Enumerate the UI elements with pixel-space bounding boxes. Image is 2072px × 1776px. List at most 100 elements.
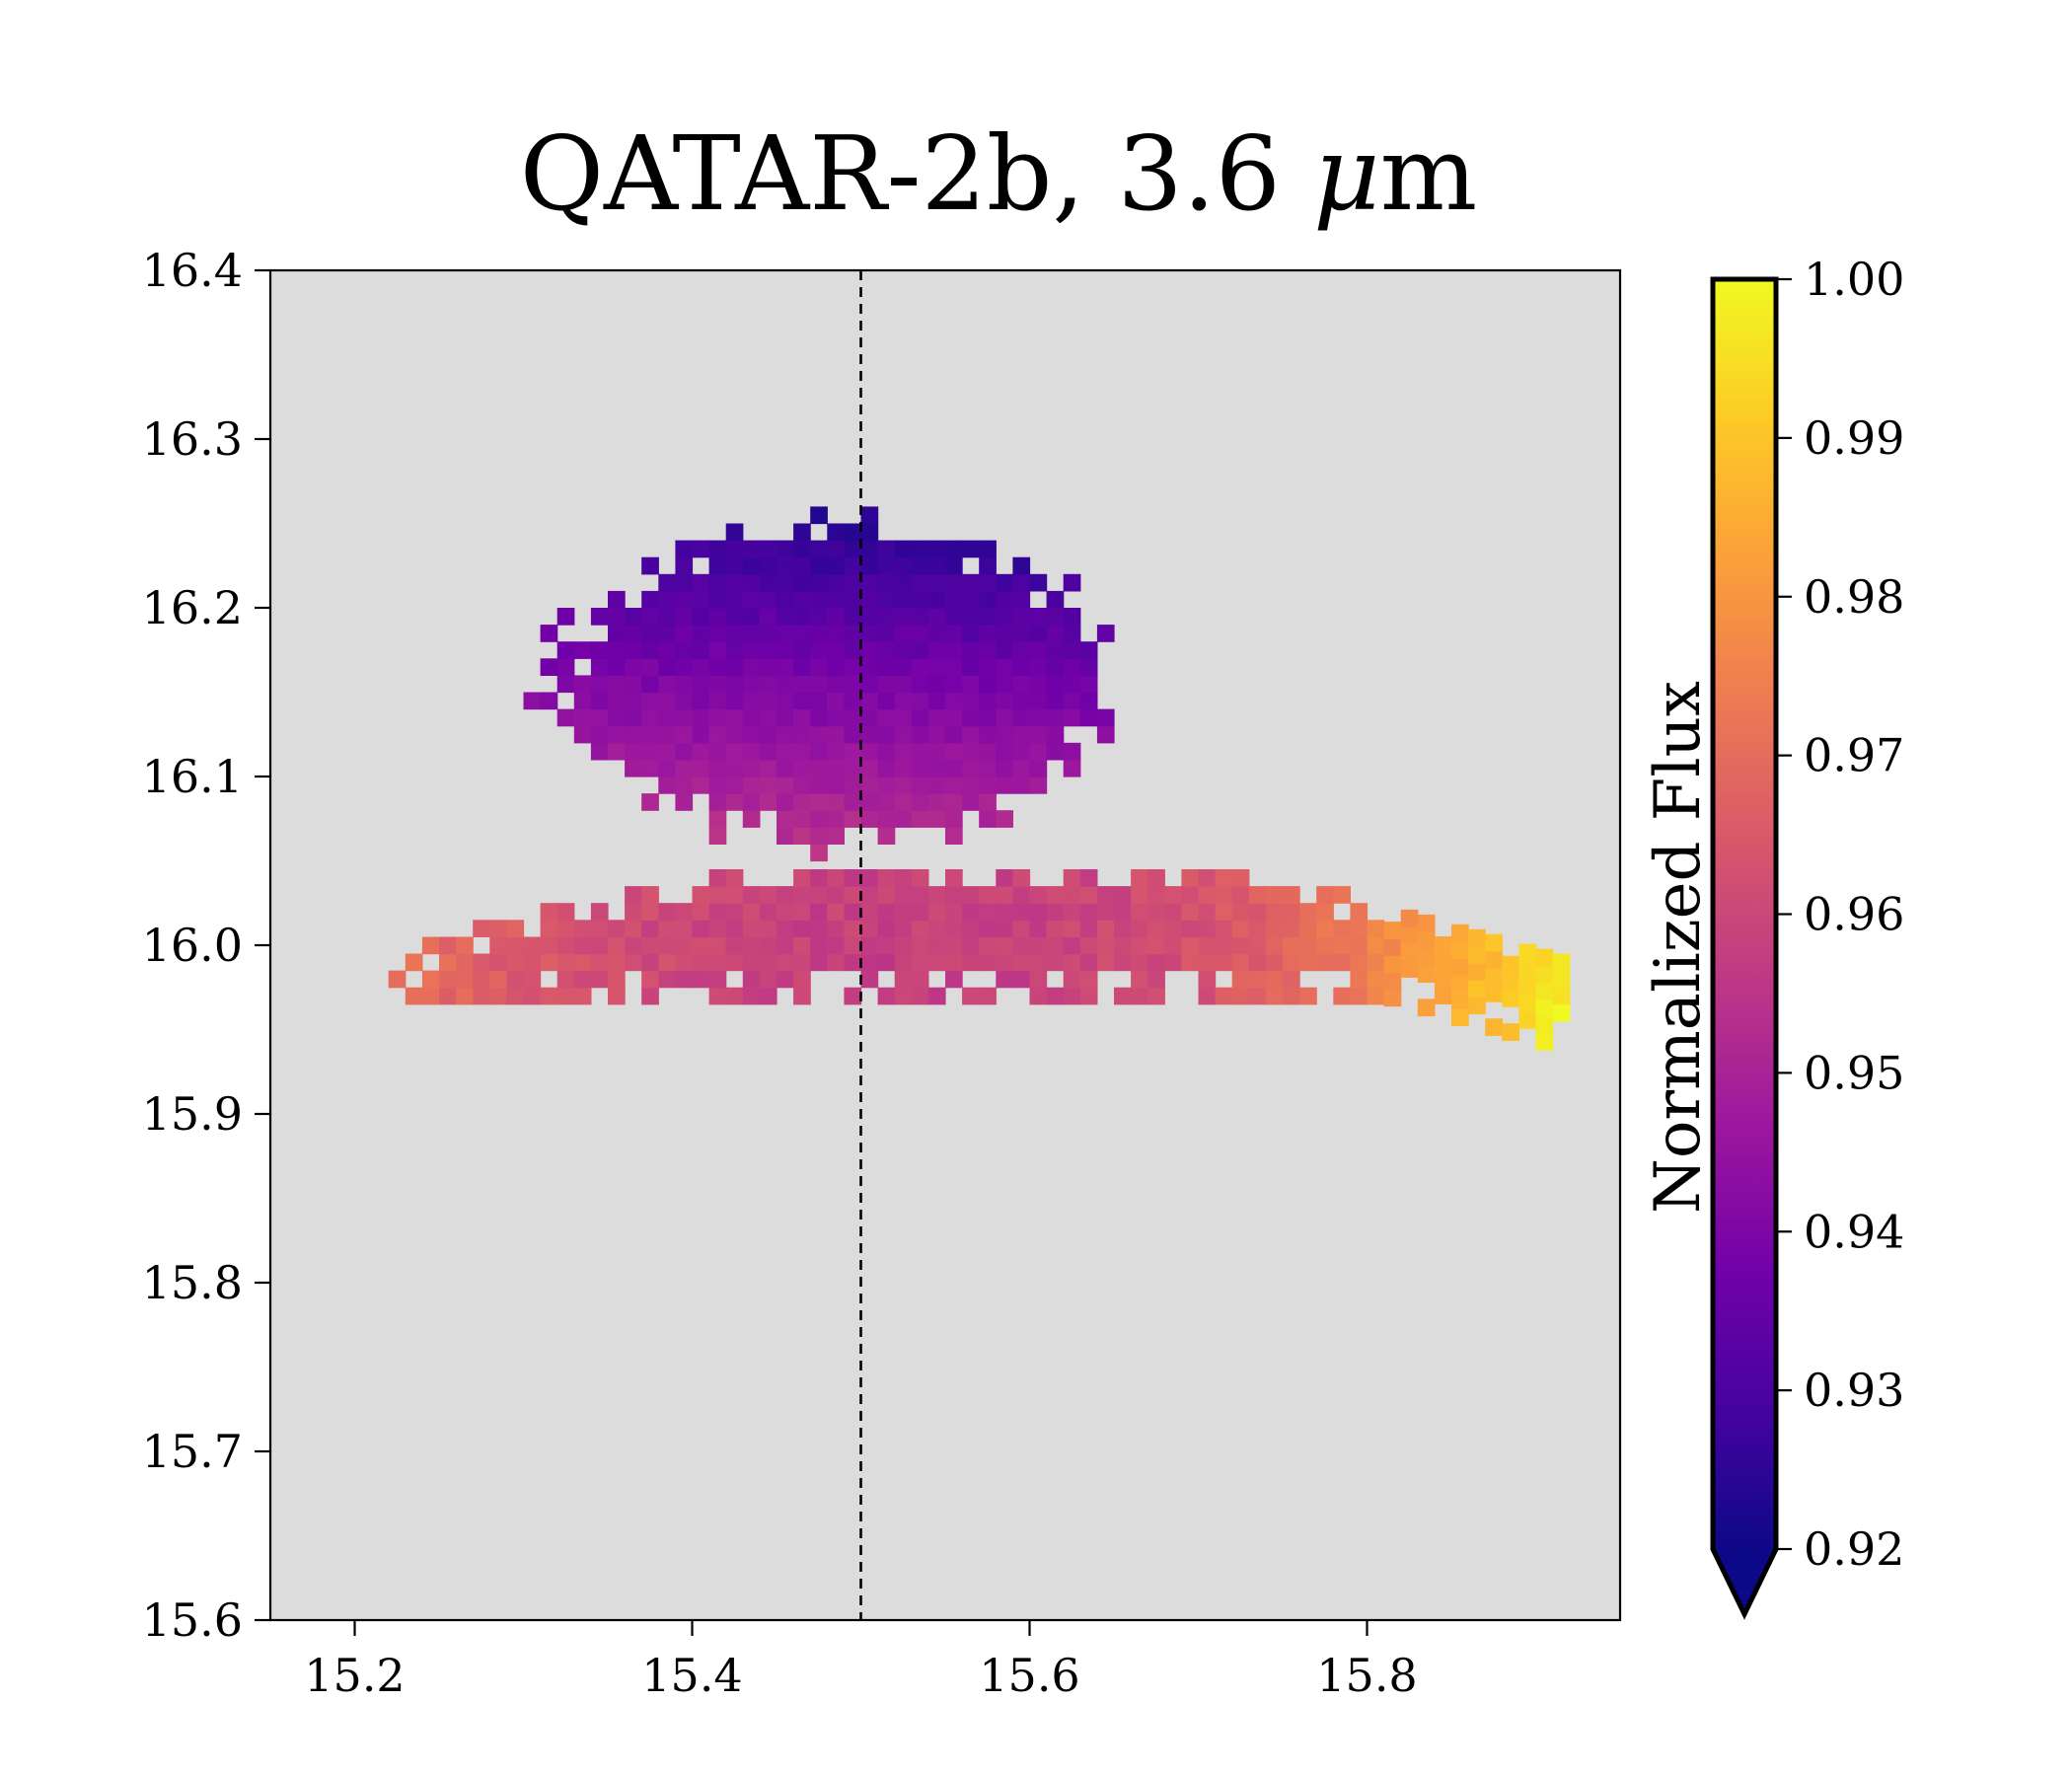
heatmap-cell [641,886,659,904]
heatmap-cell [844,573,862,592]
heatmap-cell [692,886,710,904]
heatmap-cell [1096,953,1115,972]
heatmap-cell [777,810,794,828]
heatmap-cell [945,903,963,921]
heatmap-cell [1096,936,1115,955]
heatmap-cell [725,793,744,811]
heatmap-cell [1400,943,1419,961]
heatmap-cell [1265,987,1284,1005]
heatmap-cell [860,556,879,575]
heatmap-cell [793,523,811,542]
heatmap-cell [1468,945,1486,964]
heatmap-cell [793,625,811,642]
heatmap-cell [793,540,811,558]
heatmap-cell [725,987,744,1005]
heatmap-cell [894,810,913,828]
colorbar-tick-label: 0.96 [1804,888,1904,941]
heatmap-cell [860,936,879,955]
heatmap-cell [777,641,794,659]
heatmap-cell [860,742,879,761]
heatmap-cell [810,573,828,592]
heatmap-cell [1417,931,1436,949]
heatmap-cell [625,692,642,710]
heatmap-cell [877,920,896,937]
heatmap-cell [506,953,525,972]
heatmap-cell [1333,886,1351,904]
heatmap-cell [1181,869,1200,887]
heatmap-cell [1063,936,1081,955]
heatmap-cell [742,625,761,642]
heatmap-cell [1518,1011,1537,1029]
heatmap-cell [1012,556,1031,575]
heatmap-cell [1333,953,1351,972]
heatmap-cell [540,692,558,710]
heatmap-cell [996,810,1013,828]
heatmap-cell [793,970,811,989]
heatmap-cell [844,869,862,887]
heatmap-cell [927,793,946,811]
heatmap-cell [860,793,879,811]
heatmap-cell [979,810,997,828]
heatmap-cell [844,987,862,1005]
heatmap-cell [1283,953,1300,972]
heatmap-cell [1316,953,1334,972]
heatmap-cell [911,675,929,694]
heatmap-cell [1518,943,1537,962]
colorbar-tick-label: 0.99 [1804,411,1904,465]
heatmap-cell [1198,886,1217,904]
heatmap-cell [793,987,811,1005]
heatmap-cell [1063,869,1081,887]
heatmap-cell [996,625,1013,642]
heatmap-cell [1400,909,1419,927]
heatmap-cell [1096,903,1115,921]
heatmap-cell [1029,625,1048,642]
heatmap-cell [658,970,676,989]
heatmap-cell [759,675,777,694]
heatmap-cell [742,725,761,744]
heatmap-cell [860,540,879,558]
heatmap-cell [725,920,744,937]
heatmap-cell [675,725,694,744]
heatmap-cell [945,777,963,794]
heatmap-cell [827,725,845,744]
heatmap-cell [962,608,980,626]
heatmap-cell [927,810,946,828]
heatmap-cell [439,936,457,955]
heatmap-cell [506,936,525,955]
heatmap-cell [911,869,929,887]
heatmap-cell [1147,953,1165,972]
heatmap-cell [911,625,929,642]
heatmap-cell [573,708,592,727]
heatmap-cell [844,886,862,904]
heatmap-cell [725,608,744,626]
heatmap-cell [1063,953,1081,972]
heatmap-cell [759,777,777,794]
heatmap-cell [540,625,558,642]
heatmap-cell [625,920,642,937]
heatmap-cell [725,725,744,744]
heatmap-cell [1265,953,1284,972]
colorbar-tick-label: 0.94 [1804,1205,1904,1258]
heatmap-cell [1114,886,1132,904]
heatmap-cell [1552,987,1571,1005]
heatmap-cell [927,608,946,626]
heatmap-cell [877,590,896,609]
heatmap-cell [1535,999,1554,1017]
heatmap-cell [877,953,896,972]
heatmap-cell [777,675,794,694]
heatmap-cell [927,759,946,777]
heatmap-cell [1283,936,1300,955]
heatmap-cell [1131,869,1148,887]
heatmap-cell [1114,987,1132,1005]
heatmap-cell [1451,958,1469,976]
heatmap-cell [641,987,659,1005]
heatmap-cell [742,810,761,828]
heatmap-cell [1012,675,1031,694]
heatmap-cell [860,523,879,542]
heatmap-cell [844,742,862,761]
heatmap-cell [827,793,845,811]
heatmap-cell [996,573,1013,592]
y-tick-label: 16.3 [142,412,243,466]
heatmap-cell [675,920,694,937]
heatmap-cell [658,725,676,744]
